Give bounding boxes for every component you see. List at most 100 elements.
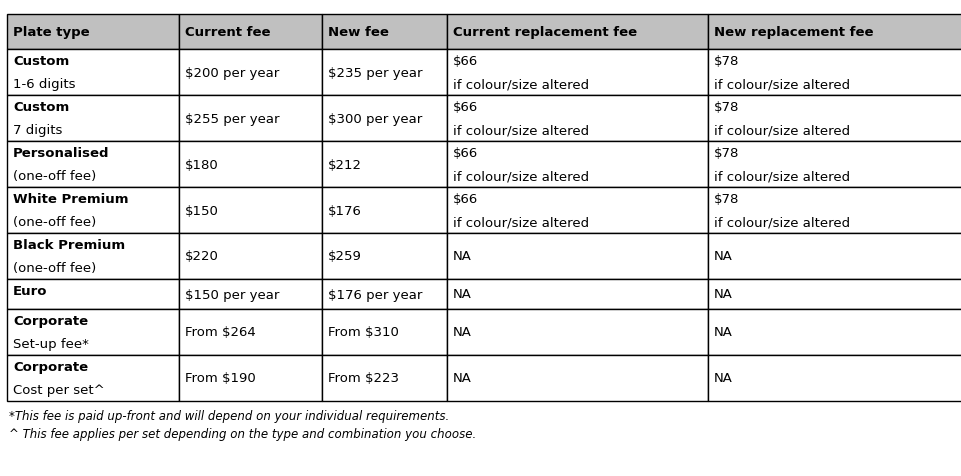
Text: $78: $78 (713, 147, 739, 159)
Bar (322, 279, 447, 309)
Text: $66: $66 (453, 193, 478, 206)
Text: Personalised: Personalised (13, 147, 110, 159)
Text: $176 per year: $176 per year (328, 288, 422, 301)
Text: $255 per year: $255 per year (185, 112, 280, 125)
Text: $259: $259 (328, 250, 361, 263)
Text: Corporate: Corporate (13, 314, 88, 327)
Bar (322, 234, 447, 279)
Bar (447, 142, 707, 188)
Bar (447, 279, 707, 309)
Text: $300 per year: $300 per year (328, 112, 422, 125)
Bar (179, 309, 322, 355)
Bar (707, 309, 961, 355)
Bar (447, 309, 707, 355)
Text: *This fee is paid up-front and will depend on your individual requirements.: *This fee is paid up-front and will depe… (9, 409, 449, 422)
Bar (179, 96, 322, 142)
Bar (707, 188, 961, 234)
Text: $176: $176 (328, 204, 361, 217)
Text: 7 digits: 7 digits (13, 124, 62, 137)
Bar (7, 309, 179, 355)
Text: $200 per year: $200 per year (185, 66, 279, 79)
Text: New fee: New fee (328, 26, 388, 39)
Text: Current replacement fee: Current replacement fee (453, 26, 636, 39)
Text: if colour/size altered: if colour/size altered (453, 124, 588, 137)
Text: $78: $78 (713, 101, 739, 114)
Text: New replacement fee: New replacement fee (713, 26, 873, 39)
Bar (707, 142, 961, 188)
Text: Custom: Custom (13, 101, 69, 114)
Bar (707, 279, 961, 309)
Text: $212: $212 (328, 158, 361, 171)
Text: Corporate: Corporate (13, 360, 88, 373)
Text: $235 per year: $235 per year (328, 66, 422, 79)
Text: $66: $66 (453, 55, 478, 68)
Text: ^ This fee applies per set depending on the type and combination you choose.: ^ This fee applies per set depending on … (9, 427, 476, 440)
Text: NA: NA (713, 288, 732, 301)
Text: $78: $78 (713, 55, 739, 68)
Text: (one-off fee): (one-off fee) (13, 216, 96, 228)
Text: $150 per year: $150 per year (185, 288, 279, 301)
Text: From $264: From $264 (185, 326, 256, 339)
Bar (7, 234, 179, 279)
Text: Black Premium: Black Premium (13, 238, 125, 251)
Bar (179, 188, 322, 234)
Text: Euro: Euro (13, 284, 47, 298)
Bar (7, 142, 179, 188)
Bar (447, 355, 707, 401)
Bar (447, 234, 707, 279)
Text: $66: $66 (453, 101, 478, 114)
Bar (707, 355, 961, 401)
Text: From $223: From $223 (328, 372, 399, 385)
Bar (447, 188, 707, 234)
Text: $180: $180 (185, 158, 218, 171)
Text: Set-up fee*: Set-up fee* (13, 337, 88, 350)
Text: NA: NA (713, 250, 732, 263)
Bar (7, 15, 179, 50)
Bar (322, 355, 447, 401)
Bar (179, 355, 322, 401)
Text: if colour/size altered: if colour/size altered (453, 78, 588, 91)
Bar (322, 15, 447, 50)
Text: Plate type: Plate type (13, 26, 89, 39)
Bar (322, 50, 447, 96)
Text: From $190: From $190 (185, 372, 256, 385)
Text: NA: NA (453, 288, 472, 301)
Text: if colour/size altered: if colour/size altered (713, 216, 850, 228)
Text: NA: NA (713, 326, 732, 339)
Bar (707, 234, 961, 279)
Text: if colour/size altered: if colour/size altered (453, 216, 588, 228)
Text: NA: NA (453, 372, 472, 385)
Text: (one-off fee): (one-off fee) (13, 169, 96, 183)
Bar (447, 96, 707, 142)
Bar (707, 96, 961, 142)
Text: NA: NA (453, 326, 472, 339)
Text: White Premium: White Premium (13, 193, 129, 206)
Text: $66: $66 (453, 147, 478, 159)
Bar (7, 188, 179, 234)
Bar (7, 279, 179, 309)
Bar (322, 309, 447, 355)
Bar (179, 279, 322, 309)
Text: (one-off fee): (one-off fee) (13, 261, 96, 275)
Text: if colour/size altered: if colour/size altered (713, 169, 850, 183)
Text: if colour/size altered: if colour/size altered (713, 124, 850, 137)
Text: NA: NA (713, 372, 732, 385)
Bar (447, 15, 707, 50)
Text: Custom: Custom (13, 55, 69, 68)
Text: if colour/size altered: if colour/size altered (713, 78, 850, 91)
Bar (447, 50, 707, 96)
Text: NA: NA (453, 250, 472, 263)
Bar (179, 234, 322, 279)
Text: Current fee: Current fee (185, 26, 270, 39)
Text: if colour/size altered: if colour/size altered (453, 169, 588, 183)
Text: From $310: From $310 (328, 326, 399, 339)
Text: Cost per set^: Cost per set^ (13, 383, 105, 396)
Text: $220: $220 (185, 250, 219, 263)
Bar (322, 188, 447, 234)
Bar (7, 96, 179, 142)
Bar (179, 50, 322, 96)
Bar (322, 96, 447, 142)
Bar (707, 15, 961, 50)
Bar (179, 15, 322, 50)
Bar (322, 142, 447, 188)
